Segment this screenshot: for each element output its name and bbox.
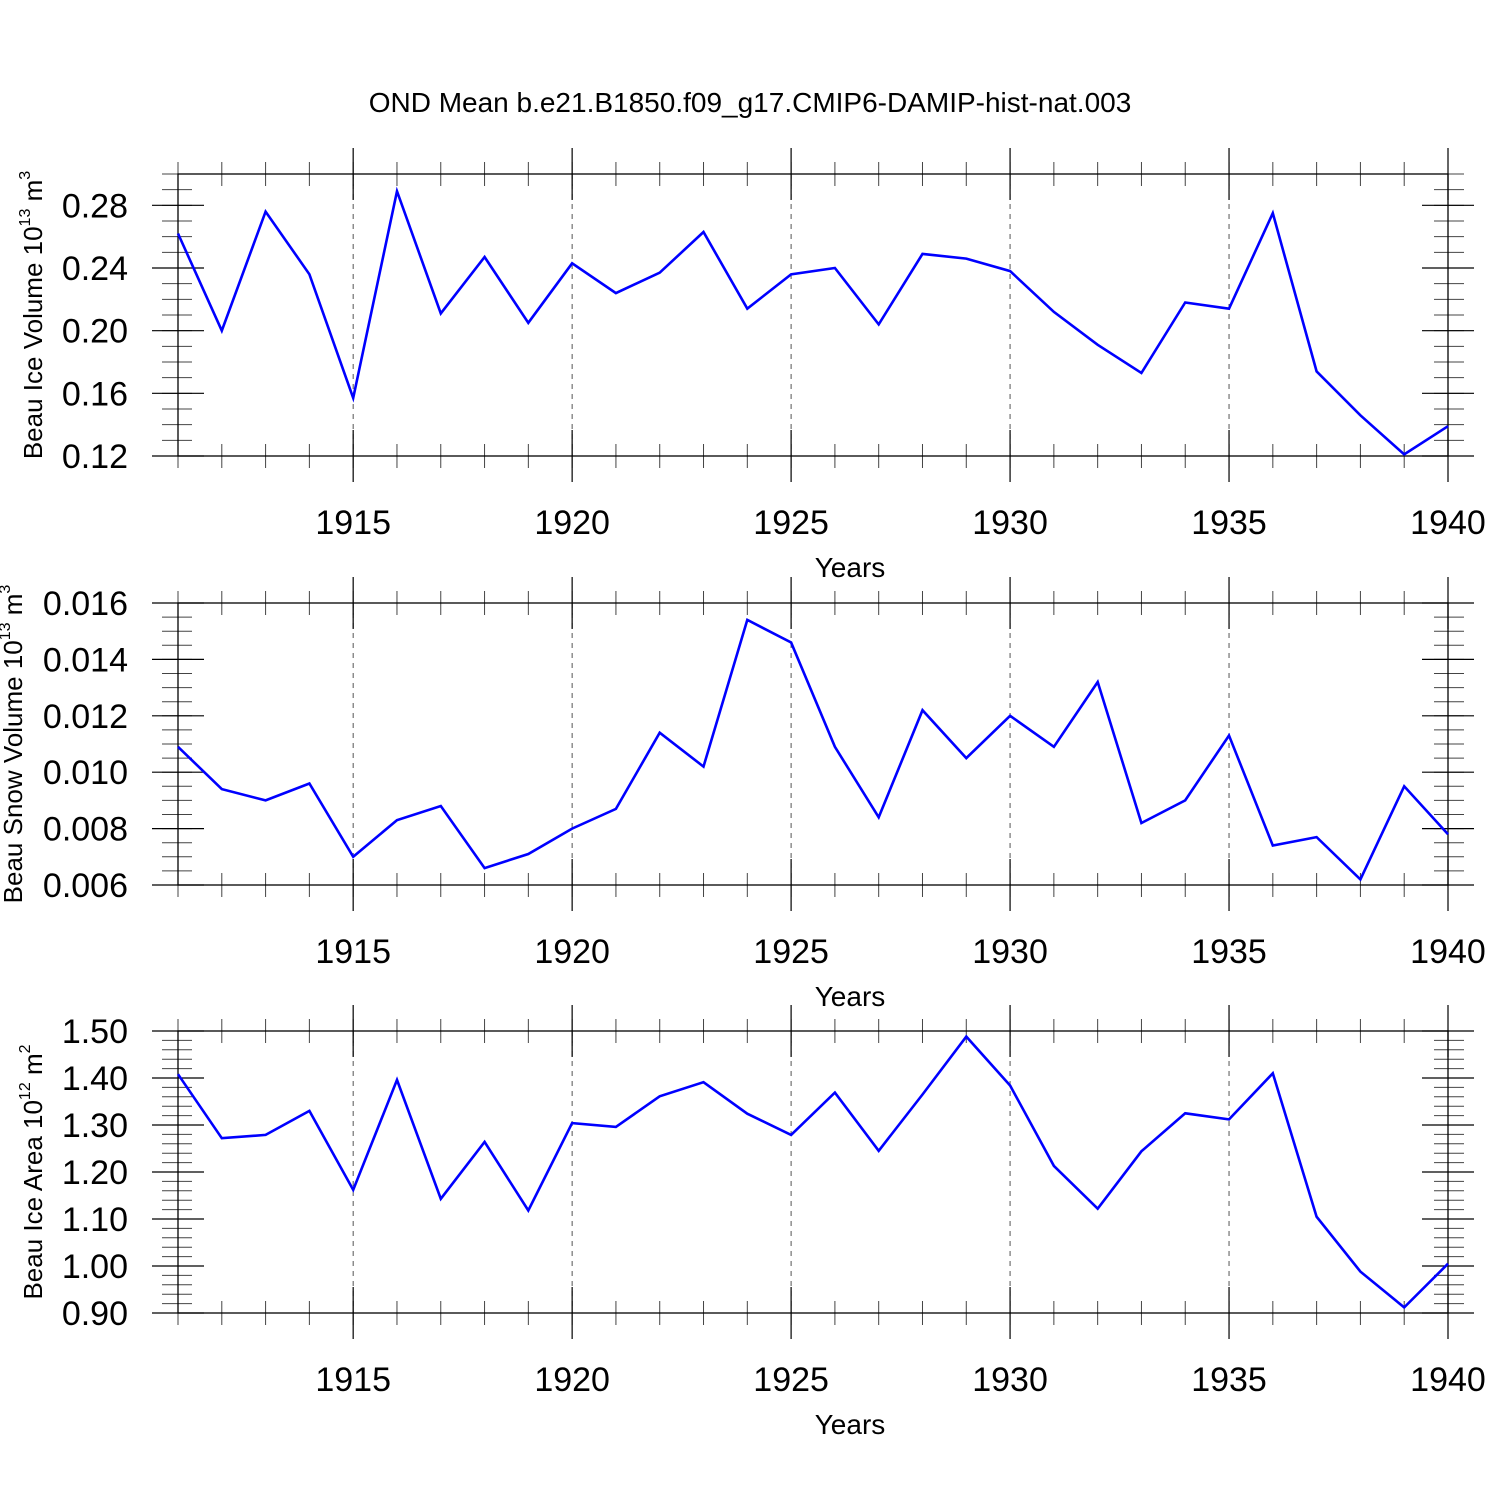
y-tick-label: 0.20 <box>62 313 128 351</box>
x-axis-title: Years <box>815 552 886 583</box>
y-axis-title: Beau Snow Volume 1013 m3 <box>0 585 28 904</box>
y-tick-label: 0.12 <box>62 438 128 476</box>
y-tick-label: 0.24 <box>62 250 128 288</box>
y-title-text: Beau Snow Volume 10 <box>0 640 28 903</box>
x-tick-label: 1930 <box>972 1361 1048 1399</box>
x-tick-label: 1915 <box>315 1361 391 1399</box>
x-tick-label: 1930 <box>972 933 1048 971</box>
x-tick-label: 1920 <box>534 1361 610 1399</box>
x-tick-label: 1925 <box>753 504 829 542</box>
y-tick-label: 1.10 <box>62 1201 128 1239</box>
y-tick-label: 1.00 <box>62 1248 128 1286</box>
y-tick-label: 0.006 <box>43 867 128 905</box>
y-tick-label: 0.014 <box>43 641 128 679</box>
panel-1: 0.12 0.16 0.20 0.24 0.28 1915 1920 1925 1930 1935… <box>17 148 1486 583</box>
y-axis-title: Beau Ice Area 1012 m2 <box>17 1044 48 1299</box>
x-tick-label: 1935 <box>1191 933 1267 971</box>
x-tick-label: 1925 <box>753 1361 829 1399</box>
y-title-exponent: 13 <box>17 209 34 227</box>
x-tick-label: 1920 <box>534 504 610 542</box>
y-title-exponent: 13 <box>0 622 14 640</box>
plot-frame <box>177 1030 1449 1314</box>
y-tick-label: 0.90 <box>62 1295 128 1333</box>
y-tick-label: 1.50 <box>62 1013 128 1051</box>
y-title-unit: m <box>18 180 48 209</box>
chart-title: OND Mean b.e21.B1850.f09_g17.CMIP6-DAMIP… <box>369 87 1132 118</box>
y-axis-title: Beau Ice Volume 1013 m3 <box>17 171 48 459</box>
x-tick-label: 1925 <box>753 933 829 971</box>
y-tick-label: 0.012 <box>43 698 128 736</box>
x-tick-label: 1940 <box>1410 933 1486 971</box>
y-title-unit-exponent: 3 <box>17 171 34 180</box>
series-line <box>177 618 1449 882</box>
y-tick-label: 1.20 <box>62 1154 128 1192</box>
x-tick-label: 1915 <box>315 504 391 542</box>
y-tick-label: 0.008 <box>43 811 128 849</box>
plot-frame <box>177 602 1449 886</box>
x-tick-label: 1940 <box>1410 504 1486 542</box>
y-title-text: Beau Ice Area 10 <box>18 1100 48 1299</box>
y-tick-label: 0.010 <box>43 754 128 792</box>
y-tick-label: 1.40 <box>62 1060 128 1098</box>
x-axis-title: Years <box>815 981 886 1012</box>
panel-3: 0.90 1.00 1.10 1.20 1.30 1.40 1.50 1915 1920 1925… <box>17 1005 1486 1440</box>
x-tick-label: 1920 <box>534 933 610 971</box>
y-title-unit: m <box>0 594 28 623</box>
series-line <box>176 1034 1449 1310</box>
y-title-unit: m <box>18 1053 48 1082</box>
x-tick-label: 1915 <box>315 933 391 971</box>
y-title-unit-exponent: 3 <box>0 585 14 594</box>
y-tick-label: 0.28 <box>62 187 128 225</box>
series-line <box>176 186 1449 457</box>
y-tick-label: 1.30 <box>62 1107 128 1145</box>
panel-2: 0.006 0.008 0.010 0.012 0.014 0.016 1915 1920 19… <box>0 577 1486 1012</box>
y-tick-label: 0.16 <box>62 375 128 413</box>
x-axis-title: Years <box>815 1409 886 1440</box>
x-tick-label: 1935 <box>1191 504 1267 542</box>
y-title-exponent: 12 <box>17 1082 34 1100</box>
plot-frame <box>177 173 1449 457</box>
y-tick-label: 0.016 <box>43 585 128 623</box>
x-tick-label: 1935 <box>1191 1361 1267 1399</box>
y-title-unit-exponent: 2 <box>17 1044 34 1053</box>
x-tick-label: 1940 <box>1410 1361 1486 1399</box>
x-tick-label: 1930 <box>972 504 1048 542</box>
y-title-text: Beau Ice Volume 10 <box>18 226 48 459</box>
